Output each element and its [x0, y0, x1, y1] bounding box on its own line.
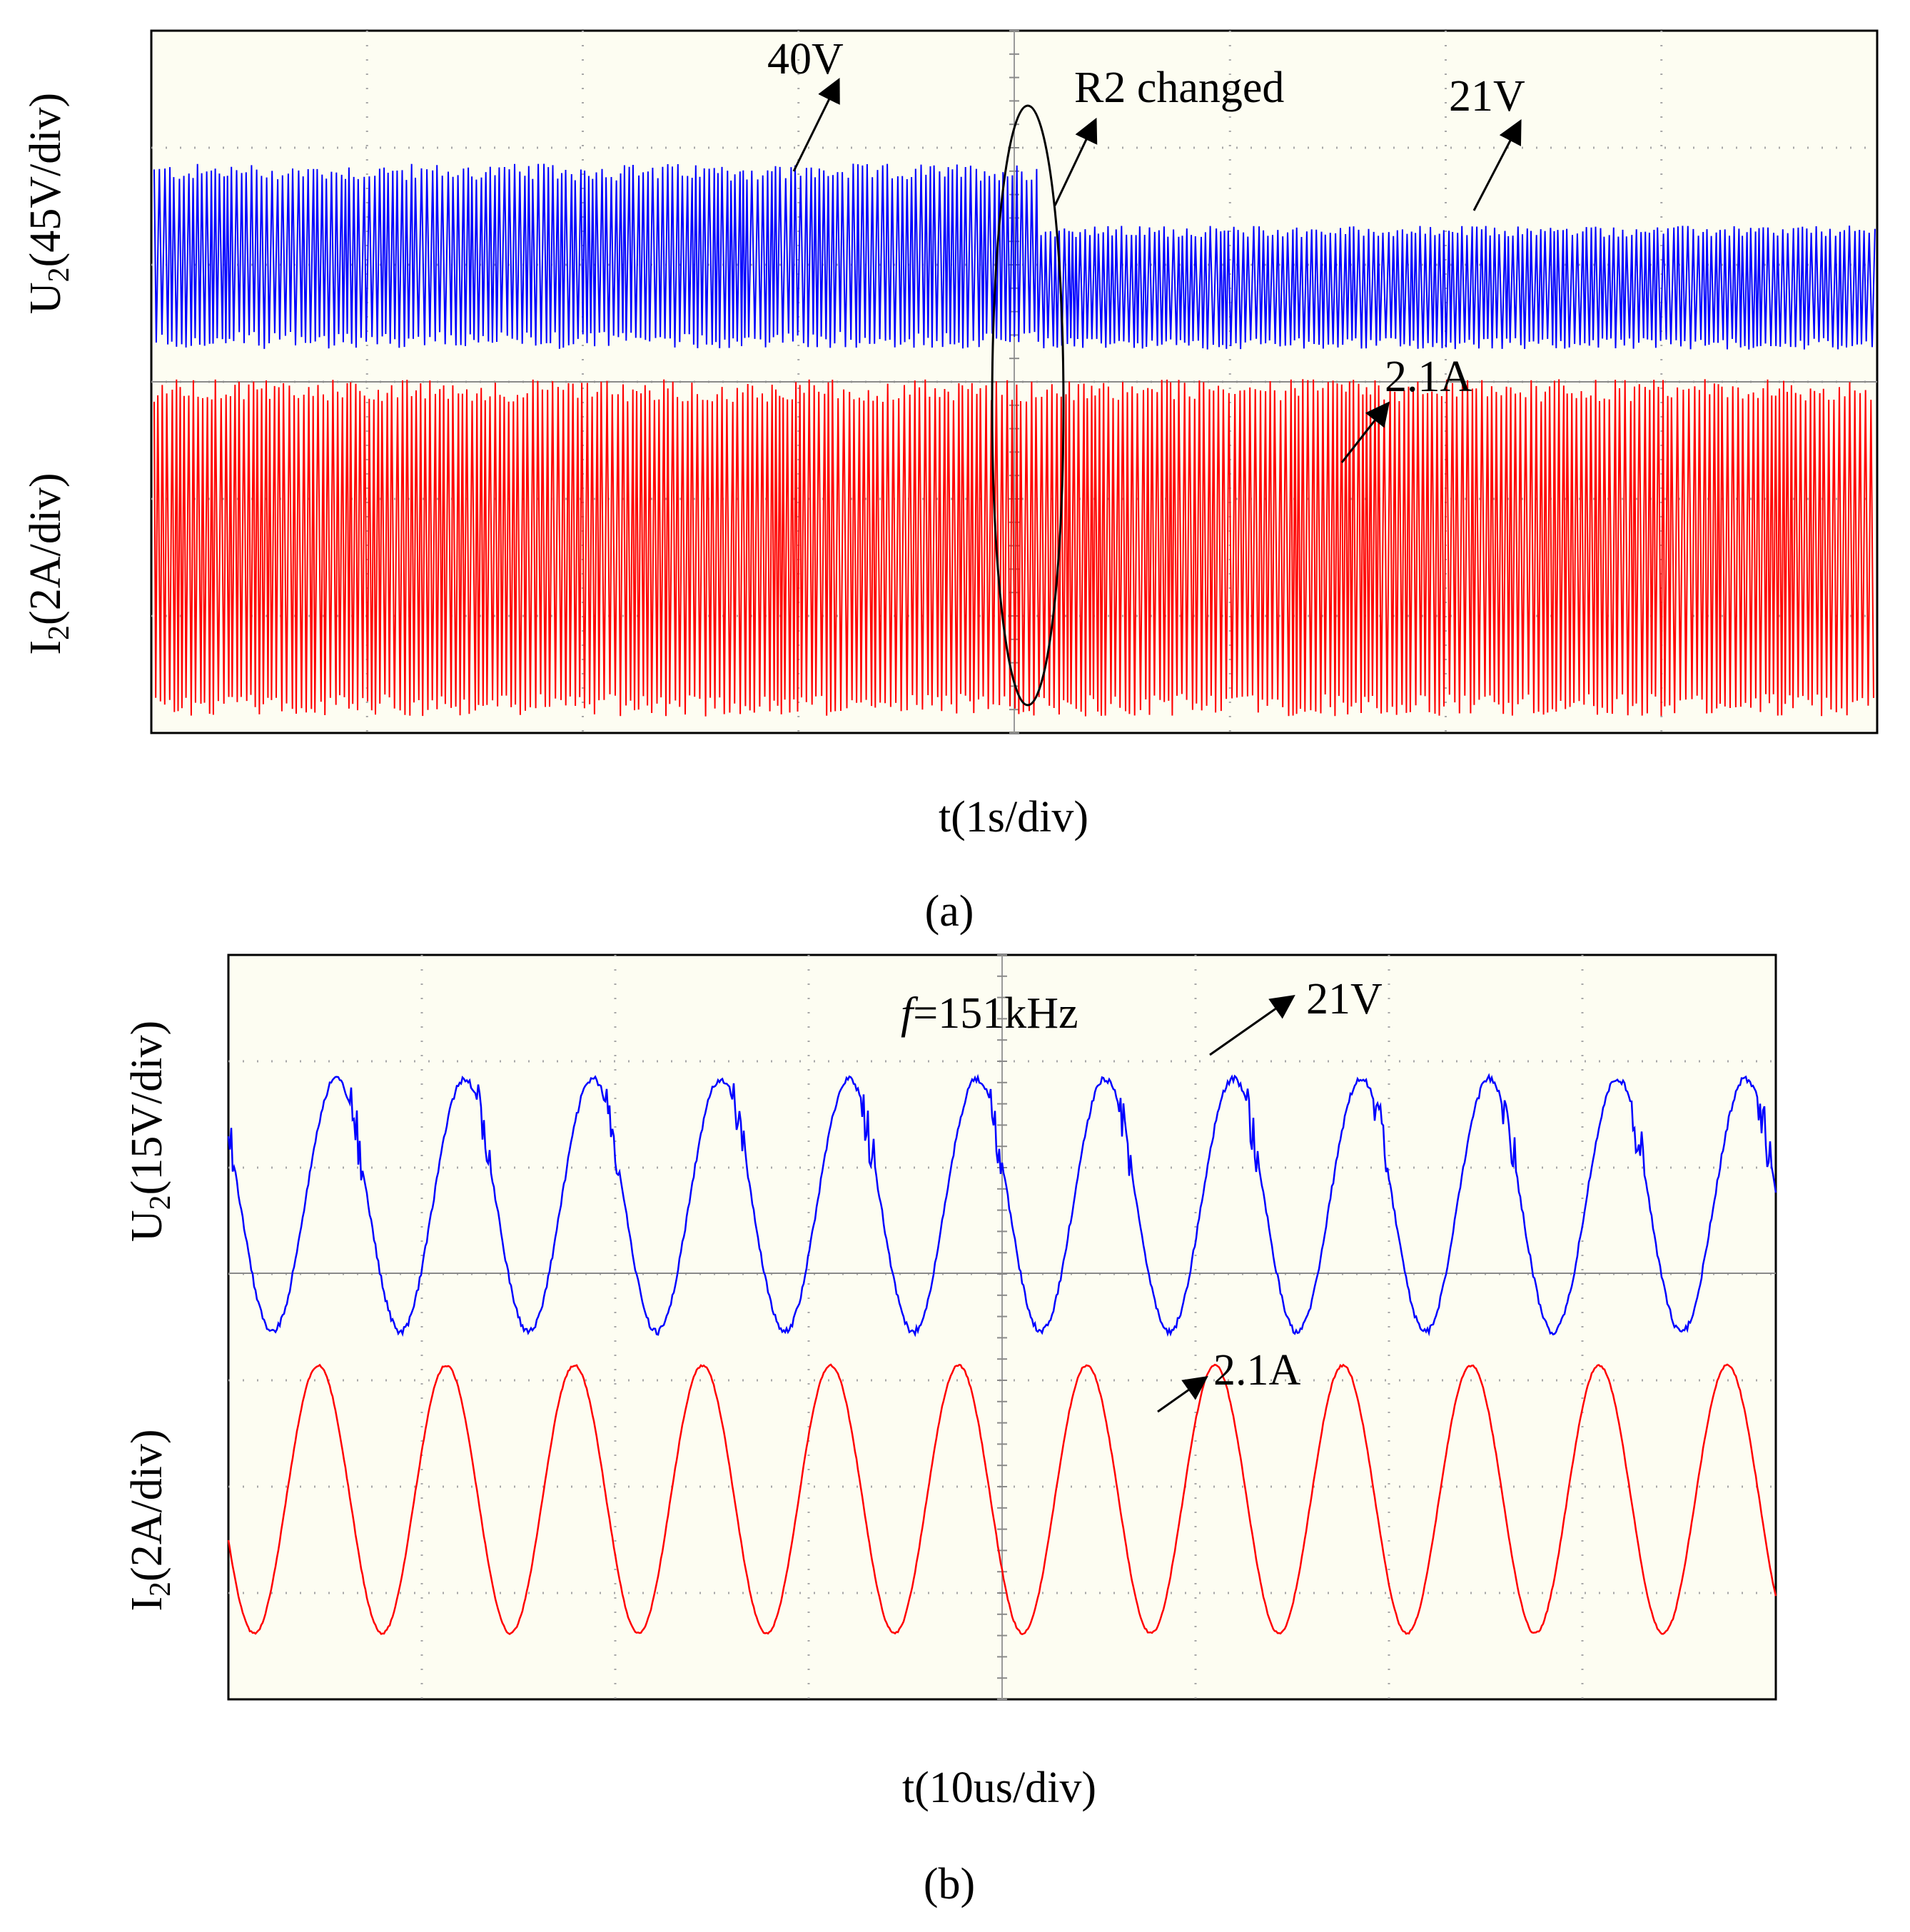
channel-label-i2-b: I2(2A/div): [123, 1429, 177, 1611]
channel-u2-a-main: U: [21, 282, 70, 314]
panel-b-i2-trace: [227, 1363, 1777, 1636]
channel-label-u2-a: U2(45V/div): [21, 93, 76, 314]
annotation-40v: 40V: [767, 35, 844, 84]
channel-i2-b-main: I: [123, 1597, 171, 1612]
channel-label-i2-a: I2(2A/div): [21, 472, 76, 654]
arrow-2-1a-a: [1340, 401, 1390, 463]
channel-i2-a-main: I: [21, 640, 70, 655]
channel-u2-a-sub: 2: [43, 267, 76, 282]
channel-u2-b-sub: 2: [144, 1195, 177, 1210]
annotation-2-1a-a: 2.1A: [1385, 353, 1472, 401]
annotation-2-1a-b: 2.1A: [1213, 1346, 1301, 1395]
annotation-21v-a: 21V: [1449, 72, 1525, 121]
x-axis-label-b: t(10us/div): [902, 1764, 1096, 1812]
arrow-2-1a-b: [1157, 1376, 1208, 1413]
panel-a-traces: [153, 163, 1876, 717]
x-axis-label-a: t(1s/div): [939, 793, 1088, 841]
panel-b-grid: [228, 954, 1776, 1700]
panel-label-a: (a): [925, 887, 974, 936]
panel-b-u2-trace: [227, 1073, 1777, 1337]
annotation-21v-b: 21V: [1306, 975, 1383, 1023]
channel-i2-a-scale: (2A/div): [21, 472, 70, 625]
panel-a-i2-trace: [153, 379, 1874, 717]
channel-label-u2-b: U2(15V/div): [123, 1021, 177, 1242]
channel-i2-a-sub: 2: [43, 625, 76, 640]
frequency-value: =151kHz: [913, 989, 1078, 1038]
arrow-21v-a: [1472, 118, 1522, 211]
panel-b-traces: [227, 1073, 1777, 1636]
arrow-r2-changed: [1053, 117, 1098, 206]
channel-u2-a-scale: (45V/div): [21, 93, 70, 268]
arrow-21v-b: [1209, 995, 1295, 1056]
channel-i2-b-sub: 2: [144, 1582, 177, 1597]
panel-b: f=151kHz 21V 2.1A U2(15V/div) I2(2A/div)…: [123, 954, 1777, 1908]
frequency-annotation: f=151kHz: [901, 989, 1078, 1038]
channel-u2-b-scale: (15V/div): [123, 1021, 171, 1195]
panel-label-b: (b): [924, 1860, 975, 1908]
panel-a: 40V R2 changed 21V 2.1A U2(45V/div) I2(2…: [21, 29, 1879, 936]
channel-u2-b-main: U: [123, 1210, 171, 1242]
arrow-40v: [792, 77, 840, 172]
event-ellipse: [991, 104, 1065, 707]
annotation-r2-changed: R2 changed: [1074, 64, 1284, 112]
panel-a-u2-trace: [153, 163, 1876, 350]
channel-i2-b-scale: (2A/div): [123, 1429, 171, 1582]
